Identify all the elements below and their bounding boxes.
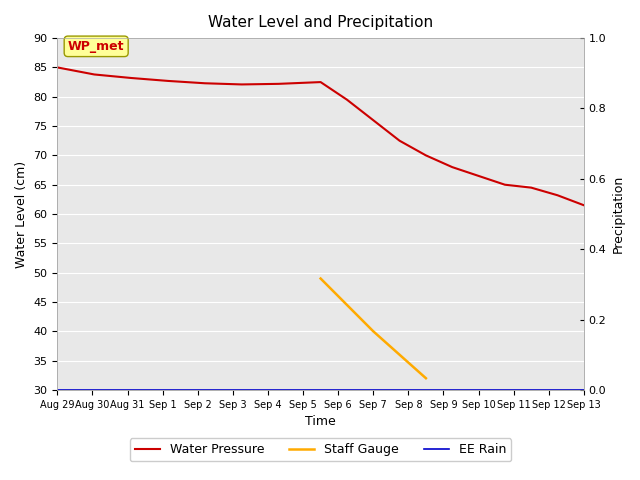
Water Pressure: [90, 72, 98, 77]
Water Pressure: [554, 192, 561, 198]
Water Pressure: [580, 203, 588, 208]
Y-axis label: Precipitation: Precipitation: [612, 175, 625, 253]
Water Pressure: [201, 80, 209, 86]
Water Pressure: [527, 185, 535, 191]
Water Pressure: [275, 81, 282, 87]
Line: Water Pressure: Water Pressure: [58, 67, 584, 205]
Water Pressure: [164, 78, 172, 84]
Water Pressure: [238, 82, 246, 87]
Water Pressure: [343, 97, 351, 103]
Staff Gauge: [317, 276, 324, 281]
Water Pressure: [501, 182, 509, 188]
Water Pressure: [422, 153, 429, 158]
Y-axis label: Water Level (cm): Water Level (cm): [15, 160, 28, 267]
Water Pressure: [449, 164, 456, 170]
Text: WP_met: WP_met: [68, 40, 124, 53]
Water Pressure: [54, 64, 61, 70]
Staff Gauge: [422, 375, 429, 381]
Title: Water Level and Precipitation: Water Level and Precipitation: [208, 15, 433, 30]
Line: Staff Gauge: Staff Gauge: [321, 278, 426, 378]
Staff Gauge: [369, 328, 377, 334]
Water Pressure: [369, 117, 377, 123]
Legend: Water Pressure, Staff Gauge, EE Rain: Water Pressure, Staff Gauge, EE Rain: [130, 438, 511, 461]
Water Pressure: [317, 79, 324, 85]
Water Pressure: [475, 173, 483, 179]
Water Pressure: [127, 75, 135, 81]
Water Pressure: [396, 138, 403, 144]
X-axis label: Time: Time: [305, 415, 336, 428]
